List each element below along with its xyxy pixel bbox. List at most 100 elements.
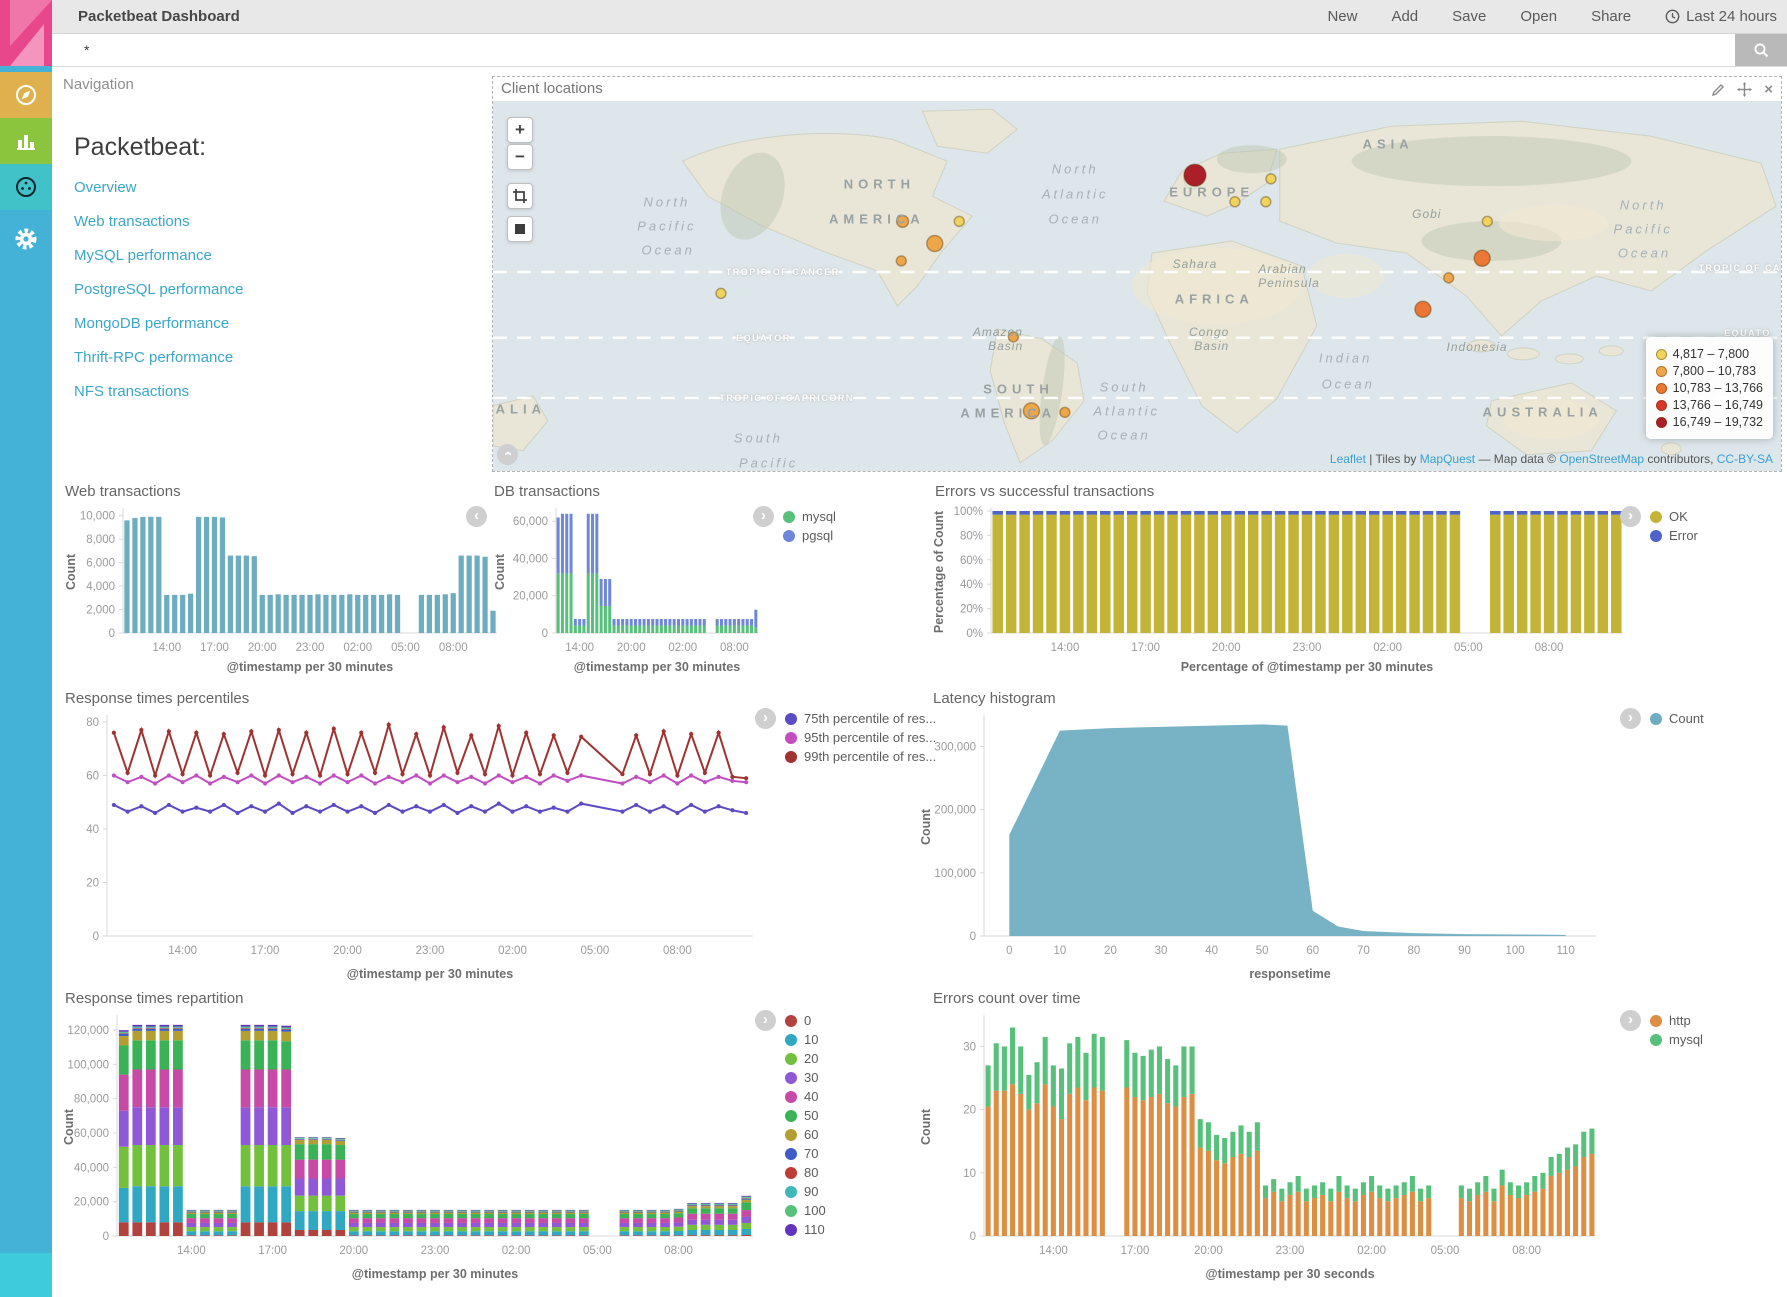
db-transactions-chart[interactable]: 0 20,000 40,000 60,000 Count @timestamp per 3… xyxy=(492,503,764,679)
svg-text:90: 90 xyxy=(1458,945,1471,957)
nav-link-mysql-performance[interactable]: MySQL performance xyxy=(74,247,212,264)
open-button[interactable]: Open xyxy=(1520,8,1558,25)
map-marker[interactable] xyxy=(1229,196,1241,208)
sidebar-item-settings[interactable] xyxy=(0,216,52,262)
legend-item[interactable]: http xyxy=(1650,1011,1703,1030)
map-marker[interactable] xyxy=(1265,173,1277,185)
svg-text:23:00: 23:00 xyxy=(421,1245,450,1257)
map-marker[interactable] xyxy=(1442,272,1455,284)
zoom-in-button[interactable]: + xyxy=(507,117,533,143)
legend-color-dot xyxy=(785,1014,797,1027)
map-marker[interactable] xyxy=(1059,406,1071,419)
map-marker[interactable] xyxy=(1183,163,1207,187)
legend-item[interactable]: 80 xyxy=(785,1163,826,1182)
toggle-legend-errors-vs-button[interactable]: › xyxy=(1620,506,1641,527)
errors-count-chart[interactable]: 0 10 20 30 Count @timestamp per 30 seconds 14:… xyxy=(872,1010,1612,1286)
search-button[interactable] xyxy=(1735,34,1787,66)
edit-pencil-icon[interactable] xyxy=(1711,83,1725,97)
toggle-legend-web-button[interactable]: ‹ xyxy=(466,506,487,527)
legend-item[interactable]: 50 xyxy=(785,1106,826,1125)
toggle-legend-latency-button[interactable]: › xyxy=(1620,708,1641,729)
legend-item[interactable]: mysql xyxy=(783,507,836,526)
map-marker[interactable] xyxy=(895,214,910,229)
search-input[interactable]: * xyxy=(84,42,90,58)
new-button[interactable]: New xyxy=(1327,8,1358,25)
legend-color-dot xyxy=(1650,1033,1662,1046)
world-map[interactable]: ASIA NORTH AMERICA EUROPE AFRICA SOUTH AMERICA… xyxy=(493,101,1781,471)
filter-square-button[interactable] xyxy=(507,216,533,242)
legend-item[interactable]: 60 xyxy=(785,1125,826,1144)
search-bar[interactable]: * xyxy=(52,34,1787,67)
legend-color-dot xyxy=(785,1166,797,1179)
svg-text:100,000: 100,000 xyxy=(67,1059,109,1071)
map-marker[interactable] xyxy=(1414,300,1432,319)
kibana-logo[interactable] xyxy=(0,0,52,66)
latency-histogram-chart[interactable]: 0 100,000 200,000 300,000 Count responsetime 0… xyxy=(872,710,1612,986)
sidebar-item-discover[interactable] xyxy=(0,72,52,118)
map-marker[interactable] xyxy=(1260,196,1272,208)
response-repartition-chart[interactable]: 0 20,000 40,000 60,000 80,000 100,000 120,000 C… xyxy=(63,1010,763,1286)
legend-item[interactable]: 99th percentile of res... xyxy=(785,747,936,766)
save-button[interactable]: Save xyxy=(1452,8,1487,25)
attribution-link[interactable]: OpenStreetMap xyxy=(1559,452,1645,466)
nav-link-overview[interactable]: Overview xyxy=(74,179,137,196)
toggle-legend-db-button[interactable]: › xyxy=(753,506,774,527)
legend-item[interactable]: 20 xyxy=(785,1049,826,1068)
legend-item[interactable]: pgsql xyxy=(783,526,836,545)
legend-item[interactable]: 70 xyxy=(785,1144,826,1163)
nav-link-nfs-transactions[interactable]: NFS transactions xyxy=(74,383,190,400)
legend-item[interactable]: OK xyxy=(1650,507,1698,526)
legend-item[interactable]: 110 xyxy=(785,1220,826,1239)
nav-link-mongodb-performance[interactable]: MongoDB performance xyxy=(74,315,230,332)
attribution-link[interactable]: CC-BY-SA xyxy=(1716,452,1773,466)
toggle-legend-repartition-button[interactable]: › xyxy=(755,1010,776,1031)
add-button[interactable]: Add xyxy=(1391,8,1419,25)
nav-link-postgresql-performance[interactable]: PostgreSQL performance xyxy=(74,281,244,298)
attribution-link[interactable]: Leaflet xyxy=(1329,452,1366,466)
svg-text:Count: Count xyxy=(919,1108,933,1145)
legend-item[interactable]: mysql xyxy=(1650,1030,1703,1049)
svg-text:08:00: 08:00 xyxy=(439,642,468,654)
map-marker[interactable] xyxy=(1022,402,1041,420)
toggle-legend-errors-count-button[interactable]: › xyxy=(1620,1010,1641,1031)
sidebar-item-dashboard[interactable] xyxy=(0,164,52,210)
move-icon[interactable] xyxy=(1737,82,1753,97)
gear-icon xyxy=(15,228,37,250)
legend-item[interactable]: 0 xyxy=(785,1011,826,1030)
toggle-legend-percentiles-button[interactable]: › xyxy=(755,708,776,729)
legend-item[interactable]: 10 xyxy=(785,1030,826,1049)
legend-item[interactable]: Error xyxy=(1650,526,1698,545)
legend-color-dot xyxy=(1650,510,1662,523)
map-marker[interactable] xyxy=(1481,215,1494,228)
map-marker[interactable] xyxy=(895,255,908,267)
map-marker[interactable] xyxy=(953,215,965,228)
legend-item[interactable]: 100 xyxy=(785,1201,826,1220)
web-transactions-chart[interactable]: 0 2,000 4,000 6,000 8,000 10,000 Count @timesta… xyxy=(63,503,503,679)
map-marker[interactable] xyxy=(1007,331,1020,343)
draw-rectangle-button[interactable] xyxy=(507,183,533,209)
map-marker[interactable] xyxy=(715,287,727,300)
svg-text:05:00: 05:00 xyxy=(1454,642,1483,654)
attribution-link[interactable]: MapQuest xyxy=(1419,452,1476,466)
close-icon[interactable]: × xyxy=(1764,81,1773,98)
zoom-out-button[interactable]: − xyxy=(507,144,533,170)
map-marker[interactable] xyxy=(926,234,944,253)
legend-item[interactable]: 75th percentile of res... xyxy=(785,709,936,728)
share-button[interactable]: Share xyxy=(1591,8,1632,25)
svg-text:02:00: 02:00 xyxy=(343,642,372,654)
collapse-map-button[interactable]: › xyxy=(497,444,518,465)
legend-item[interactable]: 90 xyxy=(785,1182,826,1201)
time-picker[interactable]: Last 24 hours xyxy=(1665,8,1777,25)
sidebar-item-visualize[interactable] xyxy=(0,118,52,164)
nav-link-thrift-rpc-performance[interactable]: Thrift-RPC performance xyxy=(74,349,234,366)
legend-item[interactable]: 30 xyxy=(785,1068,826,1087)
map-legend-dot xyxy=(1655,399,1667,411)
response-percentiles-chart[interactable]: 0 20 40 60 80 @timestamp per 30 minutes 14:00 1… xyxy=(63,710,763,986)
map-legend-row: 7,800 – 10,783 xyxy=(1655,364,1763,378)
legend-item[interactable]: Count xyxy=(1650,709,1704,728)
legend-item[interactable]: 95th percentile of res... xyxy=(785,728,936,747)
errors-vs-success-chart[interactable]: 0% 20% 40% 60% 80% 100% Percentage of Count Per… xyxy=(933,503,1633,679)
map-marker[interactable] xyxy=(1473,249,1491,268)
nav-link-web-transactions[interactable]: Web transactions xyxy=(74,213,190,230)
legend-item[interactable]: 40 xyxy=(785,1087,826,1106)
